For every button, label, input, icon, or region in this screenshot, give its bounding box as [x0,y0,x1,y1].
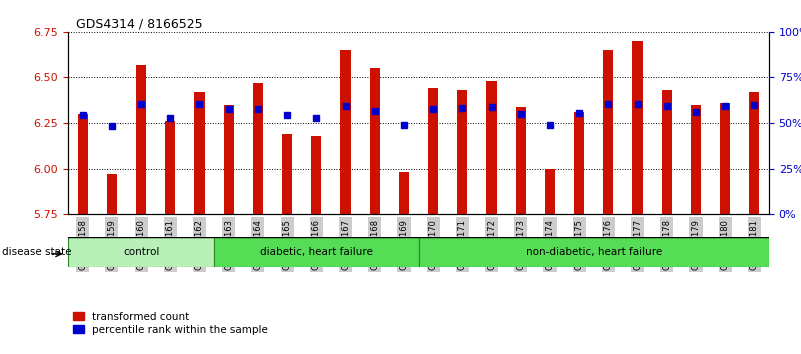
Bar [633,41,642,214]
Bar [369,68,380,214]
Bar [253,83,263,214]
Bar [574,112,584,214]
Bar [107,174,117,214]
Bar [165,121,175,214]
Bar [457,90,468,214]
Bar [486,81,497,214]
Bar [136,65,147,214]
Bar [720,103,731,214]
Bar [282,134,292,214]
Bar [545,169,555,214]
Bar [428,88,438,214]
Text: GDS4314 / 8166525: GDS4314 / 8166525 [76,18,203,31]
Bar [603,50,614,214]
Text: diabetic, heart failure: diabetic, heart failure [260,247,372,257]
Bar [214,237,418,267]
Bar [340,50,351,214]
Bar [78,114,88,214]
Text: disease state: disease state [2,247,71,257]
Bar [399,172,409,214]
Bar [68,237,214,267]
Text: control: control [123,247,159,257]
Bar [195,92,204,214]
Bar [312,136,321,214]
Bar [690,105,701,214]
Bar [662,90,672,214]
Bar [749,92,759,214]
Bar [516,107,525,214]
Bar [223,105,234,214]
Text: non-diabetic, heart failure: non-diabetic, heart failure [525,247,662,257]
Bar [418,237,769,267]
Legend: transformed count, percentile rank within the sample: transformed count, percentile rank withi… [74,312,268,335]
